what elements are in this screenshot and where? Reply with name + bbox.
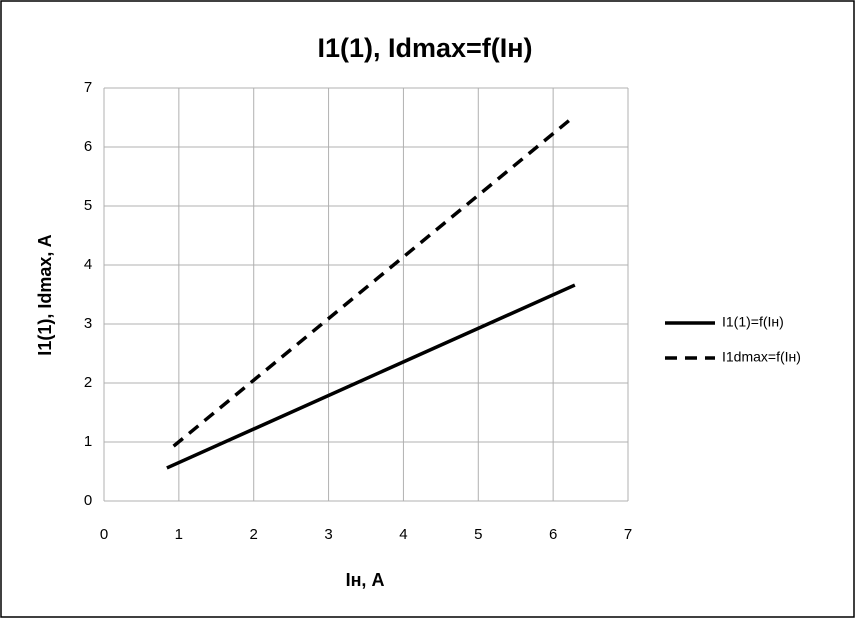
x-tick-label: 1 xyxy=(175,526,183,543)
legend-label: I1(1)=f(Iн) xyxy=(722,314,784,330)
x-tick-label: 0 xyxy=(100,526,108,543)
y-tick-label: 7 xyxy=(84,79,92,96)
x-tick-label: 5 xyxy=(474,526,482,543)
y-tick-label: 1 xyxy=(84,433,92,450)
x-axis-label: Iн, A xyxy=(346,570,385,590)
y-tick-label: 5 xyxy=(84,197,92,214)
x-tick-label: 2 xyxy=(250,526,258,543)
chart-title: I1(1), Idmax=f(Iн) xyxy=(317,33,532,63)
x-tick-label: 7 xyxy=(624,526,632,543)
series-line xyxy=(172,114,576,448)
y-axis-label: I1(1), Idmax, A xyxy=(35,234,55,355)
y-tick-label: 4 xyxy=(84,256,92,273)
series-line xyxy=(166,283,576,470)
y-tick-label: 2 xyxy=(84,374,92,391)
y-tick-label: 3 xyxy=(84,315,92,332)
y-tick-label: 0 xyxy=(84,492,92,509)
x-tick-label: 4 xyxy=(399,526,407,543)
x-tick-label: 3 xyxy=(324,526,332,543)
x-tick-label: 6 xyxy=(549,526,557,543)
y-tick-label: 6 xyxy=(84,138,92,155)
legend-label: I1dmax=f(Iн) xyxy=(722,349,801,365)
